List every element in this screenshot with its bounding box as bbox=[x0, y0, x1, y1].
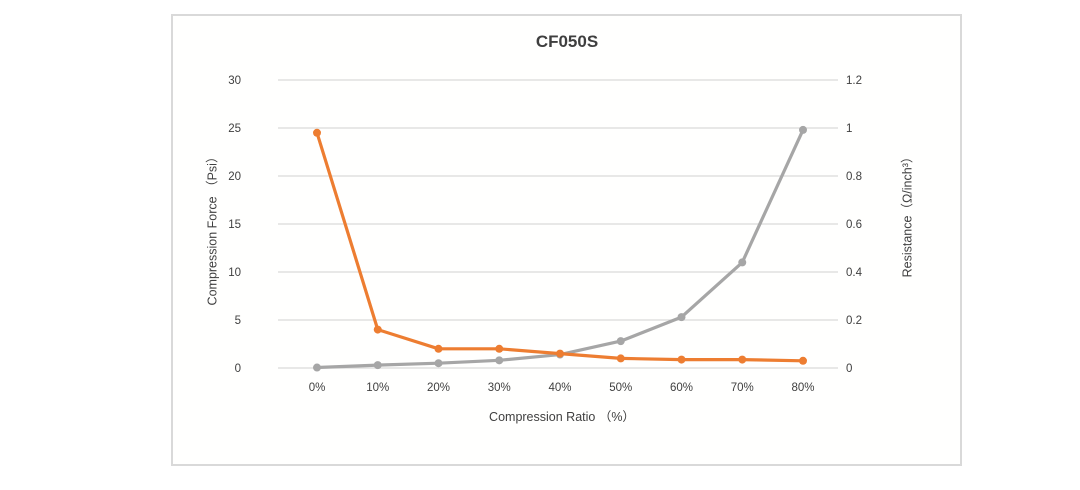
data-point-resistance bbox=[616, 354, 625, 363]
x-axis-title: Compression Ratio （%） bbox=[489, 410, 635, 424]
x-axis-tick-label: 60% bbox=[670, 382, 693, 394]
data-point-compression-force bbox=[677, 313, 686, 322]
x-axis-tick-label: 70% bbox=[731, 382, 754, 394]
x-axis-tick-label: 20% bbox=[427, 382, 450, 394]
data-point-resistance bbox=[313, 128, 321, 137]
data-point-compression-force bbox=[799, 125, 807, 134]
data-point-resistance bbox=[556, 349, 564, 358]
left-axis-tick-label: 30 bbox=[228, 75, 241, 87]
x-axis-tick-label: 80% bbox=[791, 382, 814, 394]
left-axis-tick-label: 25 bbox=[228, 123, 241, 135]
data-point-resistance bbox=[434, 344, 443, 353]
left-axis-tick-label: 15 bbox=[228, 219, 241, 231]
left-axis-title: Compression Force （Psi） bbox=[205, 150, 220, 306]
x-axis-tick-label: 30% bbox=[488, 382, 511, 394]
data-point-compression-force bbox=[434, 359, 443, 368]
right-axis-tick-label: 1 bbox=[846, 123, 852, 135]
chart-container: 0 5 10 15 20 25 30 0 0.2 0.4 0.6 0.8 1 1.2 0% 10% 20% 30%… bbox=[171, 14, 962, 466]
right-axis-tick-label: 0.4 bbox=[846, 267, 863, 279]
data-point-resistance bbox=[495, 344, 504, 353]
right-axis-tick-label: 1.2 bbox=[846, 75, 862, 87]
right-axis-tick-label: 0.6 bbox=[846, 219, 862, 231]
x-axis-tick-label: 40% bbox=[548, 382, 571, 394]
left-axis-tick-label: 20 bbox=[228, 171, 241, 183]
data-point-compression-force bbox=[373, 361, 382, 370]
data-point-compression-force bbox=[738, 258, 747, 267]
series-line-resistance bbox=[315, 131, 805, 363]
left-axis-tick-label: 5 bbox=[235, 315, 241, 327]
x-axis-tick-label: 50% bbox=[609, 382, 632, 394]
data-point-compression-force bbox=[313, 363, 321, 372]
chart-title: CF050S bbox=[535, 32, 599, 51]
x-axis-tick-label: 0% bbox=[309, 382, 326, 394]
right-axis-title: Resistance（Ω/inch³） bbox=[900, 150, 915, 278]
data-point-resistance bbox=[799, 356, 807, 365]
plot-area: 0 5 10 15 20 25 30 0 0.2 0.4 0.6 0.8 1 1.2 0% 10% 20% 30%… bbox=[228, 75, 863, 394]
data-point-compression-force bbox=[495, 356, 504, 365]
right-axis-tick-label: 0.8 bbox=[846, 171, 862, 183]
left-axis-tick-label: 0 bbox=[235, 363, 241, 375]
data-point-compression-force bbox=[616, 337, 625, 346]
right-axis-tick-label: 0 bbox=[846, 363, 852, 375]
data-point-resistance bbox=[677, 355, 686, 364]
right-axis-tick-label: 0.2 bbox=[846, 315, 862, 327]
x-axis-tick-label: 10% bbox=[366, 382, 389, 394]
data-point-resistance bbox=[373, 325, 382, 334]
data-point-resistance bbox=[738, 355, 747, 364]
left-axis-tick-label: 10 bbox=[228, 267, 241, 279]
